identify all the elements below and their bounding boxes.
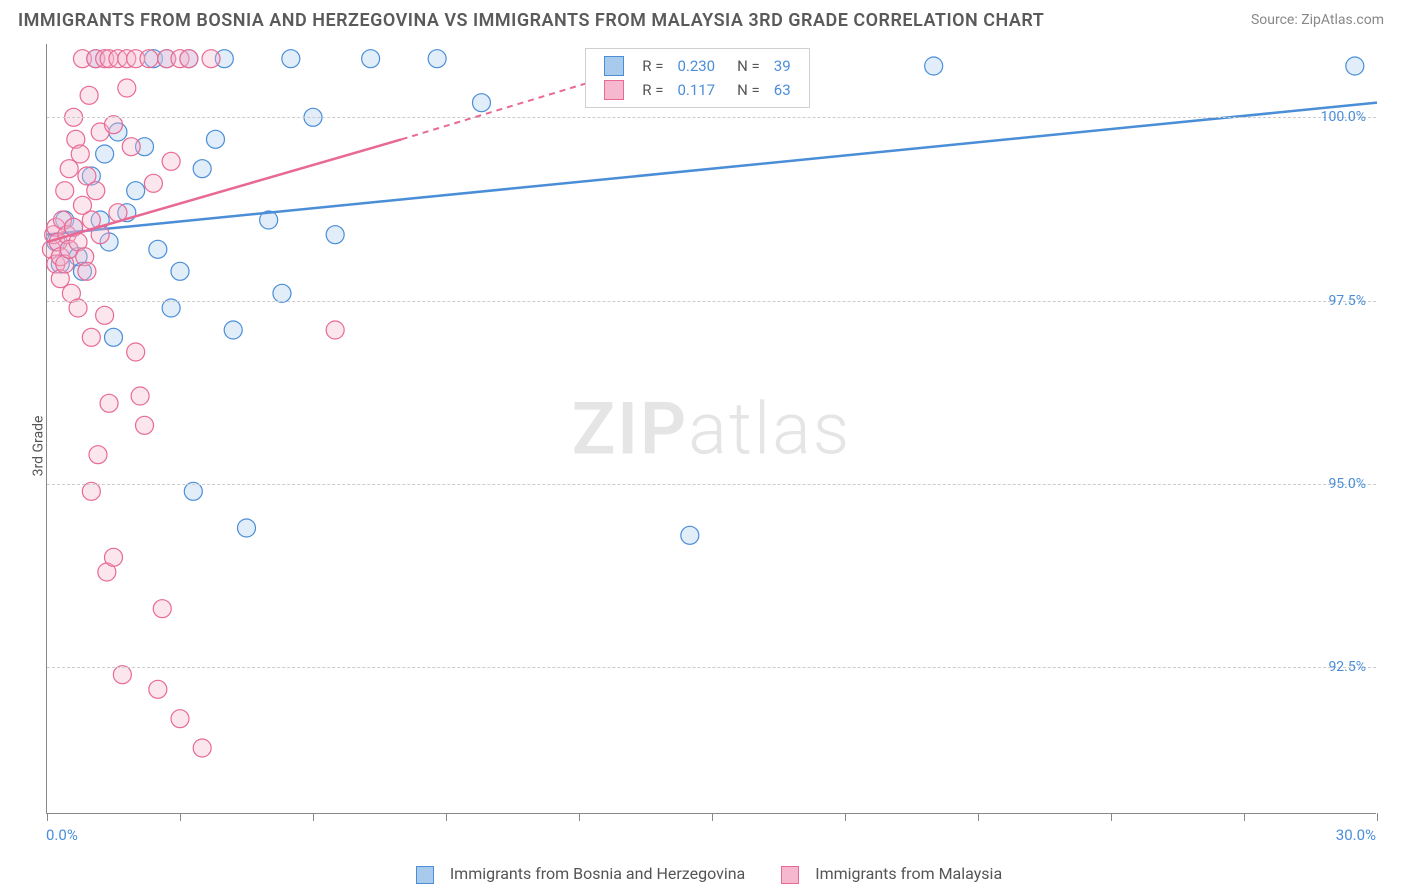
data-point (136, 416, 154, 434)
series-legend: Immigrants from Bosnia and Herzegovina I… (0, 864, 1406, 884)
data-point (162, 299, 180, 317)
data-point (118, 79, 136, 97)
data-point (100, 394, 118, 412)
data-point (206, 130, 224, 148)
gridline (47, 667, 1376, 668)
x-tick (1111, 813, 1112, 821)
chart-svg (47, 44, 1376, 813)
data-point (193, 160, 211, 178)
x-tick-label-min: 0.0% (46, 826, 78, 844)
data-point (131, 387, 149, 405)
data-point (362, 50, 380, 68)
data-point (472, 94, 490, 112)
data-point (89, 446, 107, 464)
legend-swatch (416, 866, 434, 884)
y-tick-label: 92.5% (1328, 659, 1366, 675)
y-tick-label: 97.5% (1328, 293, 1366, 309)
y-axis-label: 3rd Grade (30, 416, 46, 477)
data-point (184, 482, 202, 500)
data-point (202, 50, 220, 68)
data-point (56, 182, 74, 200)
chart-title: IMMIGRANTS FROM BOSNIA AND HERZEGOVINA V… (18, 10, 1044, 31)
data-point (238, 519, 256, 537)
gridline (47, 301, 1376, 302)
legend-item: Immigrants from Bosnia and Herzegovina (404, 864, 745, 883)
correlation-legend: R =0.230N =39R =0.117N =63 (585, 48, 809, 108)
x-tick (1244, 813, 1245, 821)
x-tick (579, 813, 580, 821)
data-point (96, 306, 114, 324)
gridline (47, 117, 1376, 118)
trend-line (47, 103, 1377, 235)
data-point (149, 240, 167, 258)
data-point (71, 145, 89, 163)
x-tick (845, 813, 846, 821)
y-tick-label: 95.0% (1328, 476, 1366, 492)
legend-swatch (781, 866, 799, 884)
data-point (681, 526, 699, 544)
data-point (82, 482, 100, 500)
data-point (105, 548, 123, 566)
x-tick (446, 813, 447, 821)
legend-swatch (604, 56, 624, 76)
data-point (105, 328, 123, 346)
data-point (162, 152, 180, 170)
x-tick (1377, 813, 1378, 821)
data-point (224, 321, 242, 339)
data-point (105, 116, 123, 134)
plot-area: ZIPatlas 92.5%95.0%97.5%100.0% R =0.230N… (46, 44, 1376, 814)
data-point (78, 262, 96, 280)
data-point (82, 328, 100, 346)
data-point (273, 284, 291, 302)
data-point (87, 182, 105, 200)
data-point (122, 138, 140, 156)
x-tick (712, 813, 713, 821)
data-point (1346, 57, 1364, 75)
data-point (193, 739, 211, 757)
data-point (149, 680, 167, 698)
legend-row: R =0.117N =63 (598, 79, 796, 101)
data-point (113, 666, 131, 684)
data-point (282, 50, 300, 68)
data-point (144, 174, 162, 192)
data-point (925, 57, 943, 75)
x-tick (978, 813, 979, 821)
data-point (171, 710, 189, 728)
data-point (171, 262, 189, 280)
x-tick-label-max: 30.0% (1336, 826, 1376, 844)
gridline (47, 484, 1376, 485)
data-point (153, 600, 171, 618)
x-tick (313, 813, 314, 821)
x-tick (180, 813, 181, 821)
data-point (326, 226, 344, 244)
data-point (326, 321, 344, 339)
data-point (96, 145, 114, 163)
x-tick (47, 813, 48, 821)
source-label: Source: ZipAtlas.com (1251, 12, 1384, 28)
data-point (127, 343, 145, 361)
data-point (140, 50, 158, 68)
data-point (69, 299, 87, 317)
data-point (180, 50, 198, 68)
data-point (428, 50, 446, 68)
legend-swatch (604, 80, 624, 100)
y-tick-label: 100.0% (1321, 109, 1366, 125)
data-point (127, 182, 145, 200)
data-point (60, 160, 78, 178)
data-point (80, 86, 98, 104)
legend-item: Immigrants from Malaysia (769, 864, 1002, 883)
legend-row: R =0.230N =39 (598, 55, 796, 77)
